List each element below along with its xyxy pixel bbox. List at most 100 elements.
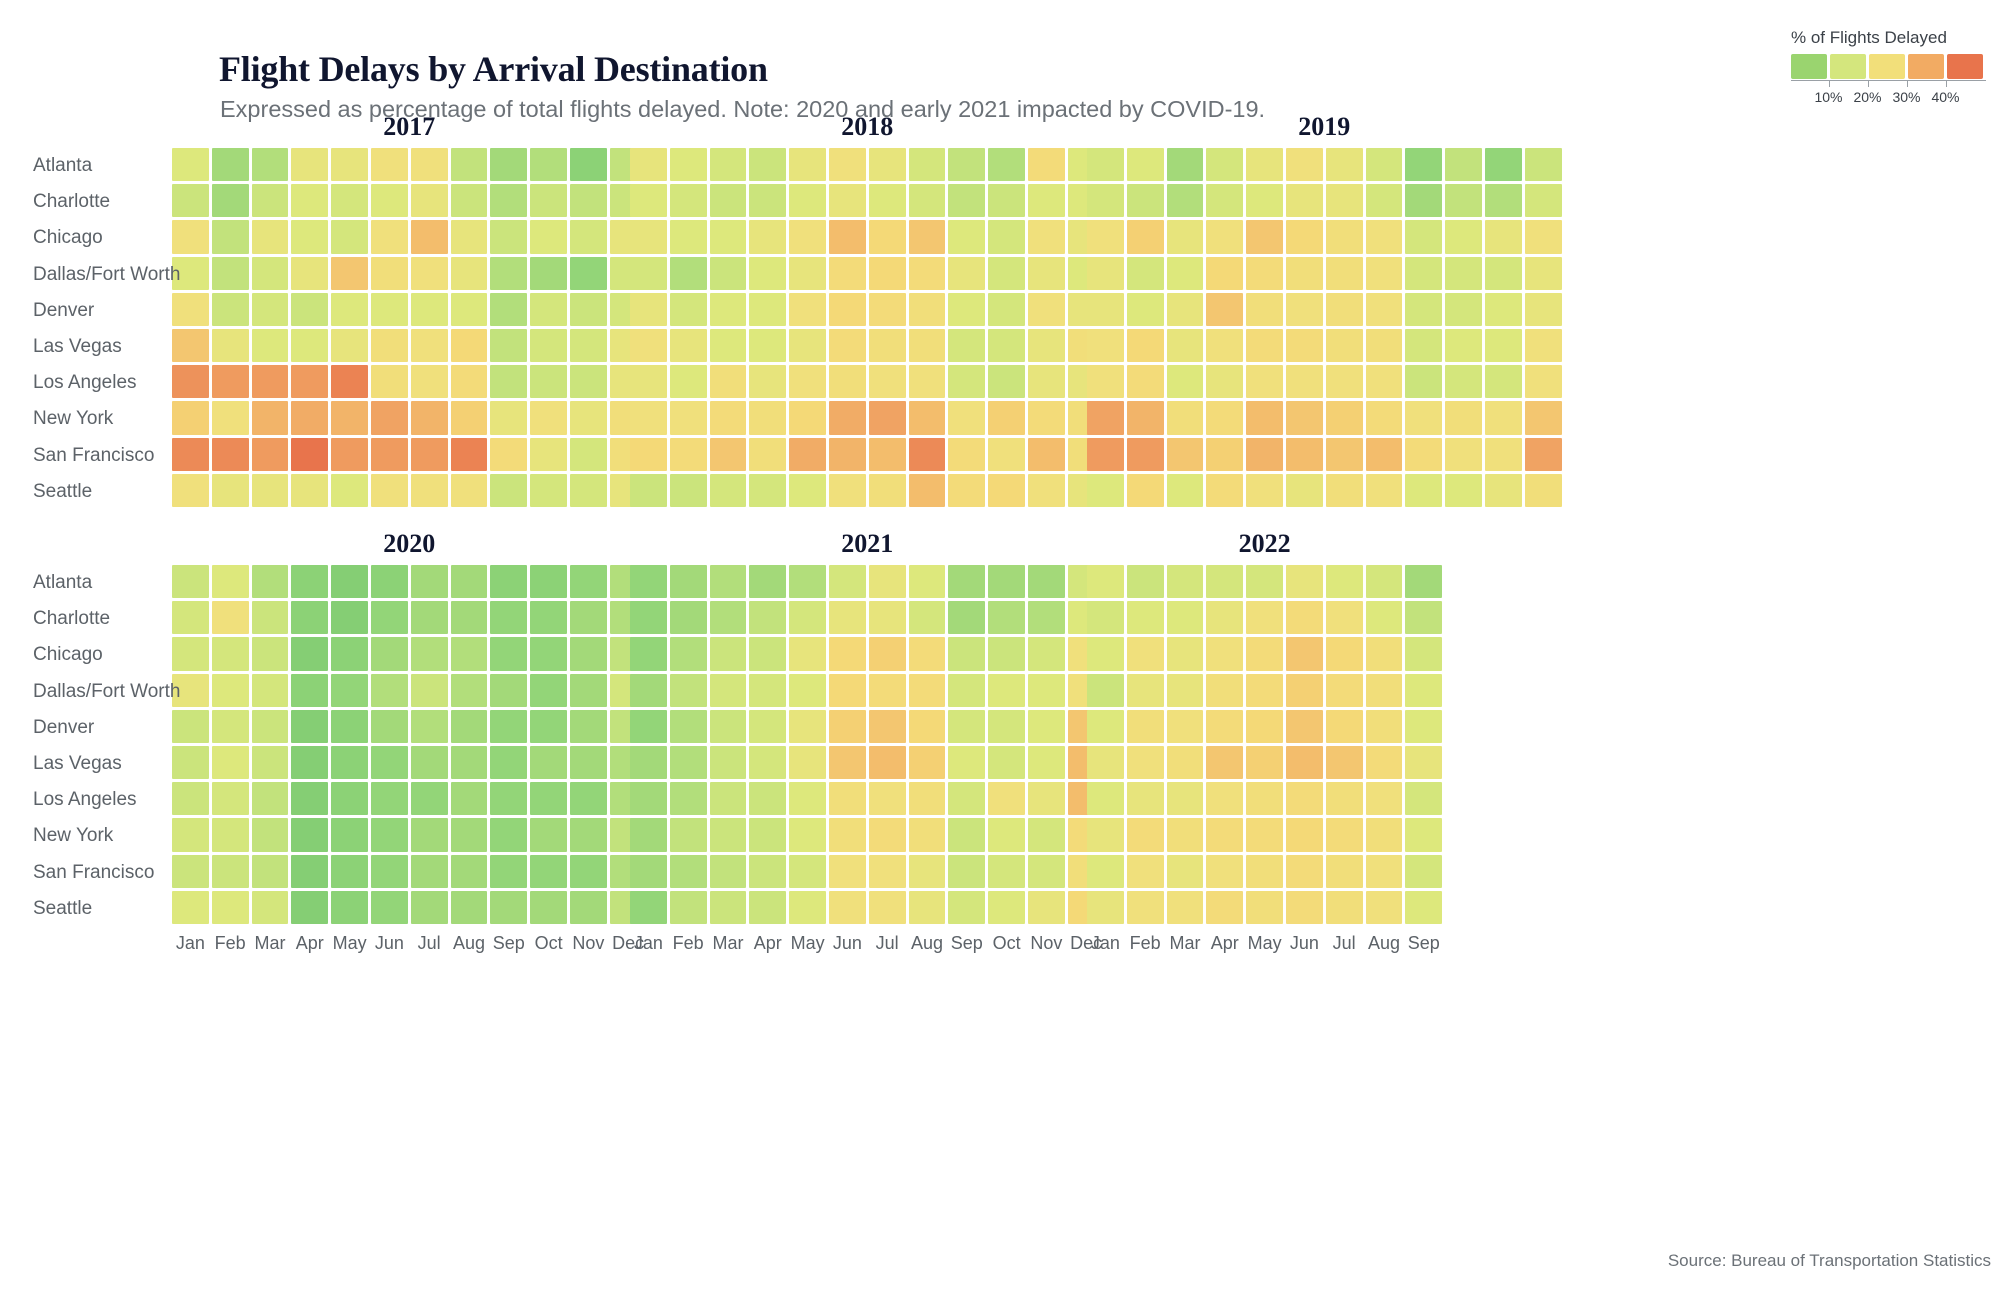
heatmap-cell[interactable] bbox=[1325, 565, 1363, 599]
heatmap-cell[interactable] bbox=[331, 437, 368, 471]
heatmap-cell[interactable] bbox=[490, 292, 528, 326]
heatmap-cell[interactable] bbox=[1246, 818, 1283, 852]
heatmap-cell[interactable] bbox=[1166, 365, 1204, 399]
heatmap-cell[interactable] bbox=[1166, 220, 1204, 254]
heatmap-cell[interactable] bbox=[630, 220, 667, 254]
heatmap-cell[interactable] bbox=[709, 256, 747, 290]
heatmap-cell[interactable] bbox=[370, 365, 408, 399]
heatmap-cell[interactable] bbox=[490, 637, 528, 671]
heatmap-cell[interactable] bbox=[1166, 437, 1204, 471]
heatmap-cell[interactable] bbox=[490, 673, 528, 707]
heatmap-cell[interactable] bbox=[410, 437, 448, 471]
heatmap-cell[interactable] bbox=[1285, 854, 1323, 888]
heatmap-cell[interactable] bbox=[630, 565, 667, 599]
heatmap-cell[interactable] bbox=[1166, 184, 1204, 218]
heatmap-cell[interactable] bbox=[530, 148, 567, 182]
heatmap-cell[interactable] bbox=[1325, 365, 1363, 399]
heatmap-cell[interactable] bbox=[1087, 782, 1124, 816]
heatmap-cell[interactable] bbox=[630, 818, 667, 852]
heatmap-cell[interactable] bbox=[569, 601, 607, 635]
heatmap-cell[interactable] bbox=[1087, 148, 1124, 182]
heatmap-cell[interactable] bbox=[1484, 401, 1522, 435]
heatmap-cell[interactable] bbox=[1087, 401, 1124, 435]
heatmap-cell[interactable] bbox=[490, 256, 528, 290]
heatmap-cell[interactable] bbox=[1365, 437, 1403, 471]
heatmap-cell[interactable] bbox=[530, 365, 567, 399]
heatmap-cell[interactable] bbox=[1405, 292, 1443, 326]
heatmap-cell[interactable] bbox=[530, 328, 567, 363]
heatmap-cell[interactable] bbox=[749, 292, 787, 326]
heatmap-cell[interactable] bbox=[291, 818, 329, 852]
heatmap-cell[interactable] bbox=[291, 256, 329, 290]
heatmap-cell[interactable] bbox=[251, 565, 289, 599]
heatmap-cell[interactable] bbox=[669, 854, 707, 888]
heatmap-cell[interactable] bbox=[450, 890, 488, 924]
heatmap-cell[interactable] bbox=[410, 854, 448, 888]
heatmap-cell[interactable] bbox=[709, 745, 747, 780]
heatmap-cell[interactable] bbox=[868, 292, 906, 326]
heatmap-cell[interactable] bbox=[370, 890, 408, 924]
heatmap-cell[interactable] bbox=[1246, 401, 1283, 435]
heatmap-cell[interactable] bbox=[669, 184, 707, 218]
heatmap-cell[interactable] bbox=[1126, 818, 1164, 852]
heatmap-cell[interactable] bbox=[569, 782, 607, 816]
heatmap-cell[interactable] bbox=[789, 782, 826, 816]
heatmap-cell[interactable] bbox=[1285, 673, 1323, 707]
heatmap-cell[interactable] bbox=[172, 256, 209, 290]
heatmap-cell[interactable] bbox=[1445, 365, 1482, 399]
heatmap-cell[interactable] bbox=[1445, 256, 1482, 290]
heatmap-cell[interactable] bbox=[1027, 256, 1065, 290]
heatmap-cell[interactable] bbox=[828, 890, 866, 924]
heatmap-cell[interactable] bbox=[709, 473, 747, 507]
heatmap-cell[interactable] bbox=[868, 782, 906, 816]
heatmap-cell[interactable] bbox=[1285, 437, 1323, 471]
heatmap-cell[interactable] bbox=[1087, 365, 1124, 399]
heatmap-cell[interactable] bbox=[1087, 637, 1124, 671]
heatmap-cell[interactable] bbox=[1166, 818, 1204, 852]
heatmap-cell[interactable] bbox=[1365, 854, 1403, 888]
heatmap-cell[interactable] bbox=[1246, 184, 1283, 218]
heatmap-cell[interactable] bbox=[569, 673, 607, 707]
heatmap-cell[interactable] bbox=[331, 854, 368, 888]
heatmap-cell[interactable] bbox=[948, 328, 986, 363]
heatmap-cell[interactable] bbox=[630, 473, 667, 507]
heatmap-cell[interactable] bbox=[1126, 437, 1164, 471]
heatmap-cell[interactable] bbox=[828, 473, 866, 507]
heatmap-cell[interactable] bbox=[251, 673, 289, 707]
heatmap-cell[interactable] bbox=[370, 292, 408, 326]
heatmap-cell[interactable] bbox=[530, 782, 567, 816]
heatmap-cell[interactable] bbox=[1027, 565, 1065, 599]
heatmap-cell[interactable] bbox=[1405, 673, 1443, 707]
heatmap-cell[interactable] bbox=[450, 745, 488, 780]
heatmap-cell[interactable] bbox=[490, 818, 528, 852]
heatmap-cell[interactable] bbox=[370, 473, 408, 507]
heatmap-cell[interactable] bbox=[370, 437, 408, 471]
heatmap-cell[interactable] bbox=[569, 256, 607, 290]
heatmap-cell[interactable] bbox=[948, 854, 986, 888]
heatmap-cell[interactable] bbox=[1087, 437, 1124, 471]
heatmap-cell[interactable] bbox=[828, 220, 866, 254]
heatmap-cell[interactable] bbox=[988, 148, 1025, 182]
heatmap-cell[interactable] bbox=[211, 473, 249, 507]
heatmap-cell[interactable] bbox=[172, 473, 209, 507]
heatmap-cell[interactable] bbox=[988, 401, 1025, 435]
heatmap-cell[interactable] bbox=[1206, 220, 1244, 254]
heatmap-cell[interactable] bbox=[450, 328, 488, 363]
heatmap-cell[interactable] bbox=[948, 782, 986, 816]
heatmap-cell[interactable] bbox=[370, 256, 408, 290]
heatmap-cell[interactable] bbox=[1206, 184, 1244, 218]
heatmap-cell[interactable] bbox=[172, 220, 209, 254]
heatmap-cell[interactable] bbox=[211, 601, 249, 635]
heatmap-cell[interactable] bbox=[172, 709, 209, 743]
heatmap-cell[interactable] bbox=[331, 473, 368, 507]
heatmap-cell[interactable] bbox=[1126, 601, 1164, 635]
heatmap-cell[interactable] bbox=[370, 220, 408, 254]
heatmap-cell[interactable] bbox=[988, 601, 1025, 635]
heatmap-cell[interactable] bbox=[410, 148, 448, 182]
heatmap-cell[interactable] bbox=[291, 437, 329, 471]
heatmap-cell[interactable] bbox=[1027, 637, 1065, 671]
heatmap-cell[interactable] bbox=[1027, 401, 1065, 435]
heatmap-cell[interactable] bbox=[1087, 890, 1124, 924]
heatmap-cell[interactable] bbox=[988, 782, 1025, 816]
heatmap-cell[interactable] bbox=[1365, 818, 1403, 852]
